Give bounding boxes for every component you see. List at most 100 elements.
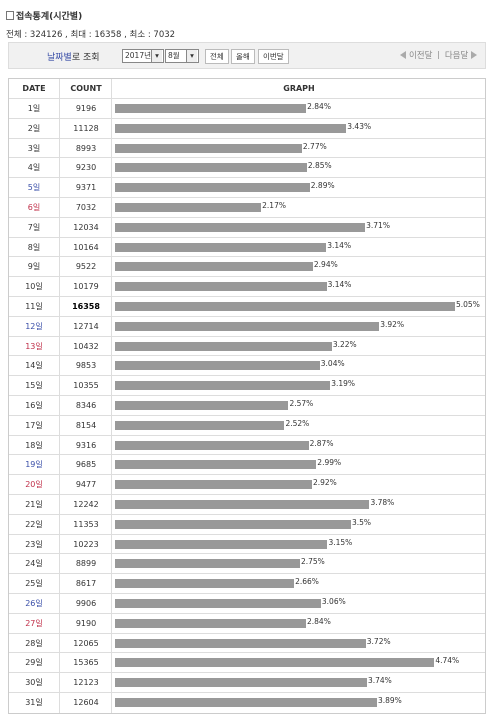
filter-label-rest: 로 조회 — [71, 53, 100, 63]
bar — [115, 302, 455, 311]
graph-cell: 2.17% — [111, 198, 486, 218]
graph-cell: 2.84% — [111, 99, 486, 119]
percent-label: 2.52% — [285, 418, 310, 428]
graph-cell: 2.77% — [111, 138, 486, 159]
button[interactable]: 이번달 — [258, 49, 289, 64]
count-cell: 9853 — [59, 356, 112, 377]
bar — [115, 242, 327, 252]
table-row: 3일 8993 2.77% — [9, 137, 486, 159]
month-select[interactable]: 8월 — [165, 49, 199, 63]
percent-label: 2.17% — [262, 201, 286, 210]
date-cell: 19일 — [25, 460, 43, 470]
count-cell: 7032 — [59, 198, 112, 218]
count-cell: 9316 — [59, 435, 112, 456]
date-cell: 14일 — [25, 361, 43, 371]
filter-label: 날짜별로 조회 — [47, 50, 100, 63]
table-row: 16일 8346 2.57% — [9, 395, 485, 416]
table-row: 23일 10223 3.15% — [9, 533, 485, 555]
bar — [115, 579, 295, 589]
date-cell: 10일 — [25, 282, 43, 292]
date-cell: 9일 — [27, 262, 41, 272]
bar — [115, 440, 309, 450]
table-row: 22일 11353 3.5% — [9, 513, 485, 535]
table-row: 26일 9906 3.06% — [9, 593, 485, 614]
bar — [115, 262, 313, 272]
stats-table: DATE COUNT GRAPH 1일 9196 2.84% 2일 11128 3.43% 3일 8… — [8, 78, 486, 714]
count-cell: 10223 — [59, 534, 112, 555]
table-row: 7일 12034 3.71% — [9, 216, 485, 238]
graph-cell: 3.92% — [111, 316, 486, 337]
count-cell: 10355 — [59, 376, 112, 396]
graph-cell: 3.22% — [111, 336, 486, 357]
table-row: 29일 15365 4.74% — [9, 652, 486, 674]
column-header: GRAPH — [111, 79, 486, 98]
year-select[interactable]: 2017년 — [122, 49, 164, 63]
date-cell: 16일 — [25, 401, 43, 410]
percent-label: 3.89% — [377, 696, 402, 705]
bar — [115, 361, 320, 371]
button[interactable]: 올해 — [231, 49, 255, 64]
column-header: DATE — [22, 84, 46, 93]
bar — [115, 123, 347, 133]
percent-label: 3.19% — [331, 379, 356, 389]
bar — [115, 519, 351, 529]
graph-cell: 3.14% — [111, 277, 486, 297]
table-row: 9일 9522 2.94% — [9, 256, 485, 278]
graph-cell: 2.85% — [111, 158, 486, 179]
date-cell: 22일 — [25, 519, 43, 529]
date-cell: 25일 — [25, 579, 43, 589]
graph-cell: 4.74% — [111, 653, 486, 674]
table-row: 4일 9230 2.85% — [9, 157, 486, 179]
count-cell: 10164 — [59, 237, 112, 258]
table-row: 10일 10179 3.14% — [9, 276, 485, 297]
bar — [115, 678, 367, 688]
date-cell: 11일 — [25, 302, 43, 311]
table-row: 27일 9190 2.84% — [9, 612, 485, 634]
graph-cell: 2.87% — [111, 435, 486, 456]
count-cell: 11128 — [59, 118, 112, 139]
date-cell: 1일 — [27, 104, 41, 113]
percent-label: 3.72% — [366, 636, 391, 646]
bar — [115, 341, 332, 351]
count-cell: 8617 — [59, 574, 112, 594]
date-cell: 17일 — [25, 420, 43, 430]
date-cell: 13일 — [25, 341, 43, 351]
prev-month[interactable]: 이전달 — [408, 51, 433, 61]
percent-label: 3.06% — [321, 597, 346, 606]
graph-cell: 2.52% — [111, 415, 486, 436]
date-cell: 26일 — [25, 599, 43, 608]
graph-cell: 3.19% — [111, 376, 486, 396]
date-cell: 2일 — [27, 123, 41, 133]
bar — [115, 559, 300, 569]
date-cell: 20일 — [25, 480, 43, 490]
table-row: 2일 11128 3.43% — [9, 117, 486, 139]
graph-cell: 2.89% — [111, 178, 486, 198]
date-cell: 12일 — [25, 321, 43, 331]
table-row: 24일 8899 2.75% — [9, 553, 485, 575]
percent-label: 3.43% — [347, 121, 372, 131]
next-month[interactable]: 다음달 — [444, 51, 469, 61]
bar — [115, 500, 370, 509]
percent-label: 3.04% — [320, 359, 345, 369]
title: 접속통계(시간별) — [6, 9, 82, 22]
count-cell: 15365 — [59, 653, 112, 674]
table-row: 14일 9853 3.04% — [9, 355, 485, 377]
count-cell: 16358 — [59, 297, 112, 317]
date-cell: 31일 — [25, 698, 43, 707]
table-row: 28일 12065 3.72% — [9, 632, 485, 654]
filter-label-highlight: 날짜별 — [47, 53, 72, 63]
bar — [115, 460, 317, 470]
graph-cell: 3.43% — [111, 118, 486, 139]
date-cell: 8일 — [27, 242, 41, 252]
bar — [115, 618, 306, 628]
count-cell: 11353 — [59, 514, 112, 535]
count-cell: 12034 — [59, 217, 112, 238]
count-cell: 10432 — [59, 336, 112, 357]
percent-label: 2.99% — [317, 458, 342, 468]
table-row: 15일 10355 3.19% — [9, 375, 485, 396]
date-cell: 30일 — [25, 678, 43, 688]
controls: 날짜별로 조회 2017년 8월 전체 올해 이번달 이전달 다음달 — [8, 42, 486, 69]
bar — [115, 539, 328, 549]
button[interactable]: 전체 — [205, 49, 229, 64]
percent-label: 2.84% — [307, 102, 331, 111]
